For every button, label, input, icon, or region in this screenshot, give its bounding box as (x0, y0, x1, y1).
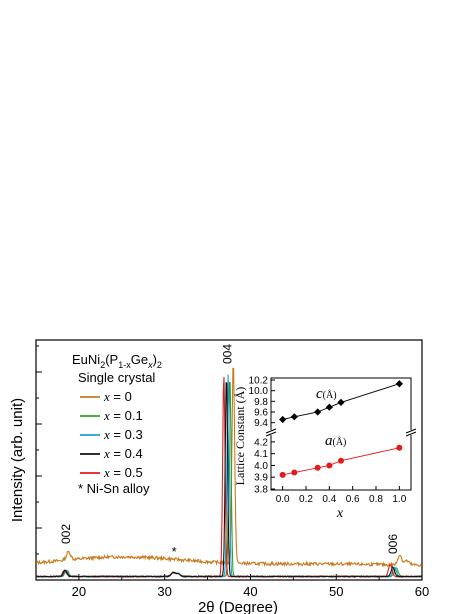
inset-x-tick-label: 0.6 (346, 494, 360, 505)
axis-break-mark (265, 431, 277, 437)
inset-point-c (279, 415, 287, 424)
inset-point-c (395, 380, 403, 388)
inset-series-label-c: c(Å) (316, 386, 337, 402)
legend-entry: x = 0 (103, 389, 132, 404)
inset-point-a (396, 444, 403, 451)
x-tick-label: 40 (243, 584, 257, 599)
peak-labels: 002 004 006 * (59, 344, 400, 559)
axis-break-mark (265, 428, 277, 434)
legend-entry: x = 0.3 (103, 427, 143, 442)
inset-point-a (338, 457, 344, 464)
inset-x-axis-label: x (336, 506, 344, 521)
x-tick-label: 60 (415, 584, 429, 599)
main-y-axis-label: Intensity (arb. unit) (9, 398, 26, 522)
inset-point-a (314, 464, 321, 471)
axis-break-mark (405, 428, 417, 434)
inset-y-tick-label: 3.9 (254, 473, 268, 484)
main-x-ticks (35, 574, 423, 580)
inset-point-a (291, 469, 298, 476)
inset-series-label-a: a(Å) (325, 433, 346, 449)
inset-x-tick-label: 0.0 (276, 494, 290, 505)
main-series-group (35, 367, 423, 578)
main-plot-frame (35, 339, 423, 581)
impurity-marker: * (172, 544, 177, 559)
inset-point-c (314, 408, 322, 416)
inset-point-a (326, 462, 333, 469)
inset-point-a (279, 471, 286, 478)
chart-subtitle: Single crystal (78, 370, 155, 385)
inset-point-c (337, 398, 345, 406)
inset-y-tick-label: 10.0 (249, 386, 269, 397)
peak-label-006: 006 (386, 534, 400, 554)
impurity-footnote: * Ni-Sn alloy (78, 481, 150, 496)
inset-lattice-plot: 0.0 0.2 0.4 0.6 0.8 1.0 9.49.69.810.010.2 3.83.… (233, 376, 417, 521)
inset-point-c (290, 413, 298, 421)
x-tick-label: 30 (157, 584, 171, 599)
main-y-ticks (36, 345, 42, 555)
inset-x-tick-label: 0.8 (369, 494, 383, 505)
main-x-tick-labels: 20 30 40 50 60 (72, 584, 430, 599)
inset-y-tick-label: 3.8 (254, 485, 268, 496)
legend: x = 0 x = 0.1 x = 0.3 x = 0.4 x = 0.5 (80, 389, 143, 480)
legend-entry: x = 0.1 (103, 408, 143, 423)
inset-y-tick-label: 4.0 (254, 461, 268, 472)
inset-point-c (325, 403, 333, 411)
chart-title: EuNi2(P1-xGex)2 (72, 352, 162, 370)
inset-x-tick-label: 0.2 (299, 494, 313, 505)
xrd-series-x-0-4 (35, 381, 423, 578)
main-x-axis-label: 2θ (Degree) (198, 599, 278, 614)
inset-x-tick-label: 0.4 (322, 494, 336, 505)
inset-y-tick-label: 9.8 (254, 397, 268, 408)
peak-label-002: 002 (59, 524, 73, 544)
inset-y-tick-label: 9.6 (254, 408, 268, 419)
inset-y-tick-label: 10.2 (249, 376, 269, 387)
x-tick-label: 50 (329, 584, 343, 599)
inset-x-tick-label: 1.0 (392, 494, 406, 505)
legend-entry: x = 0.4 (103, 446, 143, 461)
inset-y-tick-label: 9.4 (254, 418, 268, 429)
inset-y-axis-label: Lattice Constant (Å) (233, 387, 247, 486)
inset-y-tick-label: 4.1 (254, 449, 268, 460)
axis-break-mark (405, 431, 417, 437)
inset-y-tick-label: 4.2 (254, 437, 268, 448)
peak-label-004: 004 (220, 344, 234, 364)
legend-entry: x = 0.5 (103, 465, 143, 480)
x-tick-label: 20 (72, 584, 86, 599)
